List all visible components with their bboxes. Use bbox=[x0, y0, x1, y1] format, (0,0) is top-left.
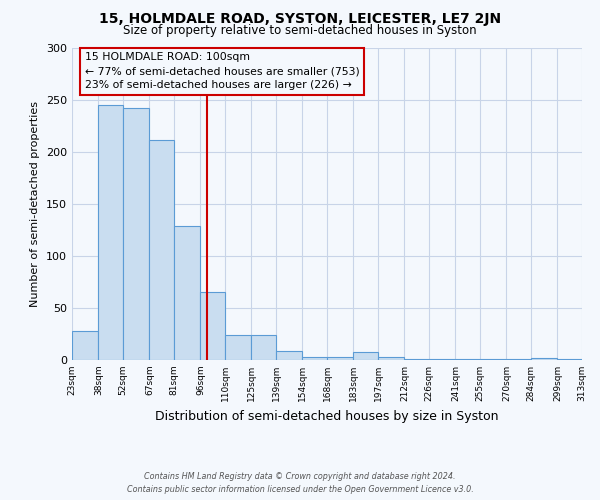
Text: Contains HM Land Registry data © Crown copyright and database right 2024.
Contai: Contains HM Land Registry data © Crown c… bbox=[127, 472, 473, 494]
Bar bbox=[302, 357, 327, 360]
Bar bbox=[557, 359, 582, 360]
Bar bbox=[327, 357, 353, 360]
Bar bbox=[72, 331, 98, 360]
Bar bbox=[149, 140, 174, 360]
Text: 15, HOLMDALE ROAD, SYSTON, LEICESTER, LE7 2JN: 15, HOLMDALE ROAD, SYSTON, LEICESTER, LE… bbox=[99, 12, 501, 26]
Bar bbox=[404, 359, 429, 360]
Bar bbox=[225, 335, 251, 360]
Bar bbox=[251, 335, 276, 360]
Y-axis label: Number of semi-detached properties: Number of semi-detached properties bbox=[31, 101, 40, 306]
Bar bbox=[353, 352, 378, 360]
Bar bbox=[98, 105, 123, 360]
Bar bbox=[276, 350, 302, 360]
Bar bbox=[174, 226, 200, 360]
X-axis label: Distribution of semi-detached houses by size in Syston: Distribution of semi-detached houses by … bbox=[155, 410, 499, 422]
Bar bbox=[378, 357, 404, 360]
Text: 15 HOLMDALE ROAD: 100sqm
← 77% of semi-detached houses are smaller (753)
23% of : 15 HOLMDALE ROAD: 100sqm ← 77% of semi-d… bbox=[85, 52, 359, 90]
Bar bbox=[480, 359, 506, 360]
Bar bbox=[200, 292, 225, 360]
Bar bbox=[531, 358, 557, 360]
Bar bbox=[123, 108, 149, 360]
Bar bbox=[455, 359, 480, 360]
Bar bbox=[506, 359, 531, 360]
Bar bbox=[429, 359, 455, 360]
Text: Size of property relative to semi-detached houses in Syston: Size of property relative to semi-detach… bbox=[123, 24, 477, 37]
